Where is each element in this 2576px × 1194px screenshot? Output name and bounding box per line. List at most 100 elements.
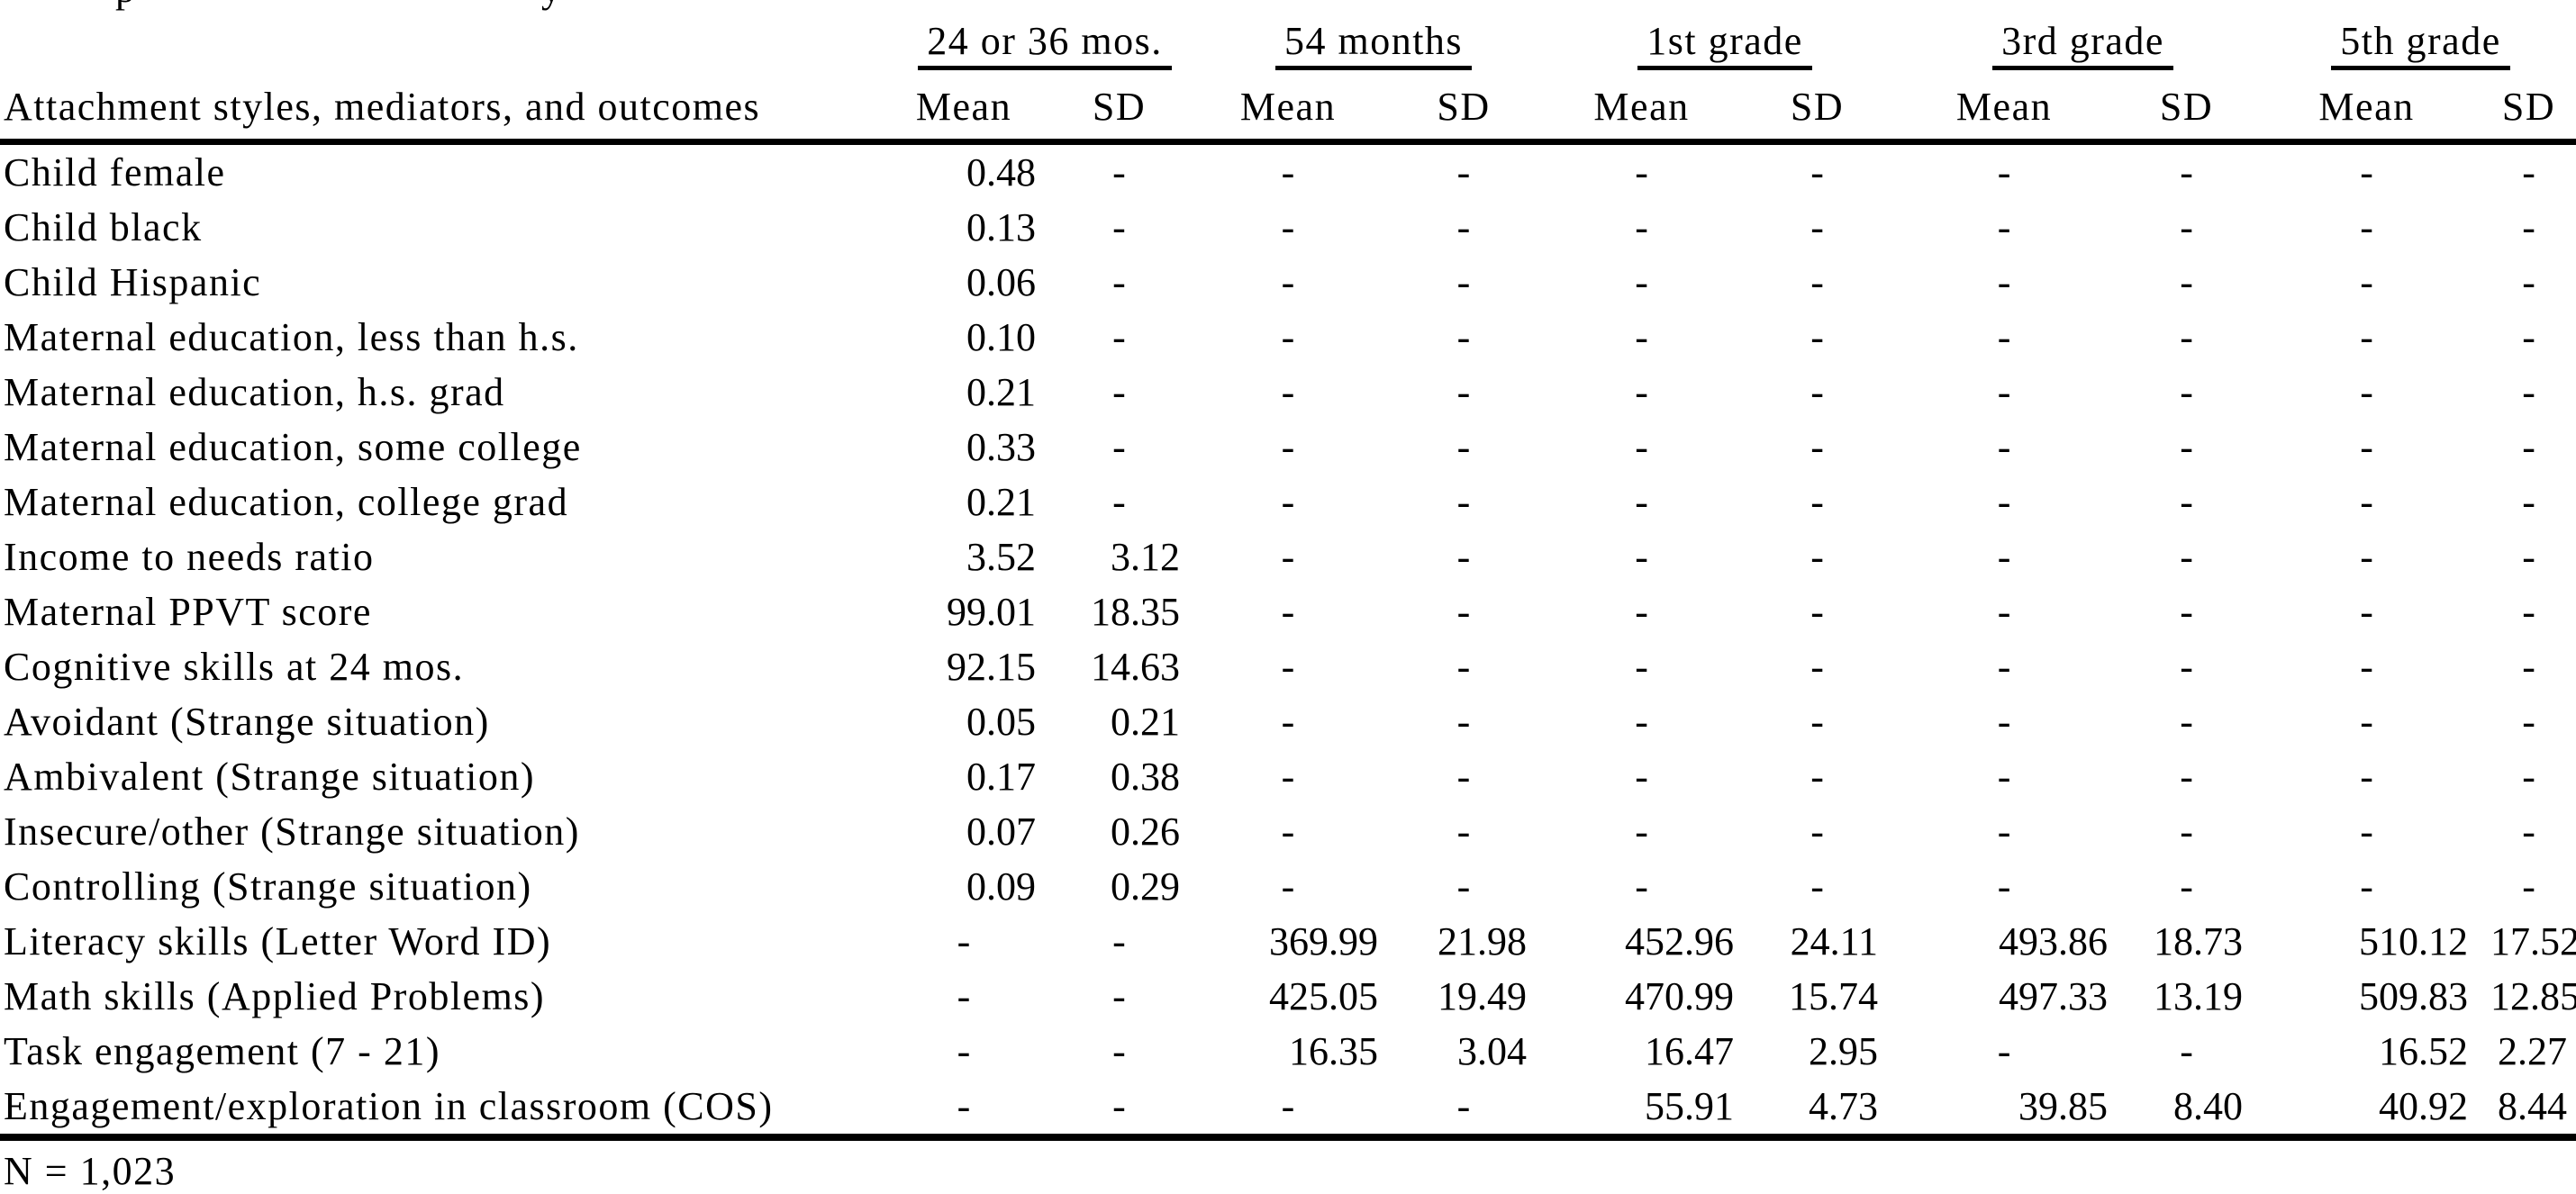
- column-group-24-36-mos: 24 or 36 mos.: [892, 14, 1198, 70]
- mean-cell: -: [2360, 864, 2373, 909]
- sd-cell: -: [1456, 700, 1471, 744]
- row-label: Maternal education, h.s. grad: [4, 370, 505, 414]
- mean-cell: 510.12: [2359, 919, 2469, 963]
- row-label: Engagement/exploration in classroom (COS…: [0, 1079, 892, 1141]
- table-row: Literacy skills (Letter Word ID) - - 369…: [0, 914, 2576, 969]
- table-row: Income to needs ratio 3.52 3.12 - - - - …: [0, 529, 2576, 584]
- sd-cell: -: [1810, 645, 1824, 689]
- sd-cell: -: [1810, 535, 1824, 579]
- mean-cell: -: [1997, 810, 2011, 854]
- mean-cell: 493.86: [1999, 919, 2109, 963]
- row-label: Maternal education, some college: [4, 425, 582, 469]
- sd-cell: -: [1456, 480, 1471, 524]
- sd-cell: -: [1810, 425, 1824, 469]
- sd-header: SD: [2501, 85, 2556, 129]
- mean-cell: 40.92: [2265, 1079, 2491, 1141]
- sd-cell: -: [1810, 590, 1824, 634]
- caption-fragment: p: [115, 0, 135, 9]
- sd-cell: -: [2180, 425, 2193, 469]
- mean-cell: 509.83: [2359, 974, 2469, 1018]
- sd-cell: 8.44: [2490, 1079, 2576, 1141]
- sd-cell: -: [1112, 370, 1126, 414]
- table-body: Child female 0.48 - - - - - - - - - Chil…: [0, 142, 2576, 1141]
- sd-header: SD: [2159, 85, 2214, 129]
- row-label: Task engagement (7 - 21): [4, 1029, 440, 1073]
- sd-cell: -: [1112, 480, 1126, 524]
- mean-cell: -: [1281, 590, 1295, 634]
- mean-cell: 92.15: [947, 645, 1036, 689]
- sd-cell: 3.04: [1457, 1029, 1528, 1073]
- mean-cell: -: [957, 974, 971, 1018]
- sd-cell: -: [1112, 425, 1126, 469]
- mean-cell: -: [1281, 700, 1295, 744]
- mean-cell: -: [1281, 755, 1295, 799]
- row-label: Controlling (Strange situation): [4, 864, 532, 909]
- mean-cell: -: [2360, 315, 2373, 359]
- sd-cell: -: [1456, 645, 1471, 689]
- mean-cell: -: [1997, 370, 2011, 414]
- mean-header: Mean: [915, 85, 1012, 129]
- mean-cell: -: [1997, 864, 2011, 909]
- mean-cell: -: [2360, 535, 2373, 579]
- sd-cell: -: [1456, 590, 1471, 634]
- table-row: Controlling (Strange situation) 0.09 0.2…: [0, 859, 2576, 914]
- row-label: Avoidant (Strange situation): [4, 700, 490, 744]
- mean-cell: -: [1997, 645, 2011, 689]
- mean-cell: -: [1281, 480, 1295, 524]
- sd-cell: -: [2180, 810, 2193, 854]
- sd-cell: -: [1401, 1079, 1550, 1141]
- row-label: Child Hispanic: [4, 260, 262, 304]
- column-group-label: 5th grade: [2331, 18, 2510, 70]
- sd-cell: 0.26: [1111, 810, 1180, 854]
- sd-cell: -: [1456, 205, 1471, 249]
- column-group-5th-grade: 5th grade: [2265, 14, 2576, 70]
- sd-cell: -: [1112, 315, 1126, 359]
- sd-cell: -: [2180, 205, 2193, 249]
- mean-cell: -: [1281, 315, 1295, 359]
- mean-cell: -: [1635, 590, 1648, 634]
- mean-cell: -: [2360, 260, 2373, 304]
- mean-cell: 0.17: [966, 755, 1036, 799]
- mean-cell: 16.52: [2379, 1029, 2469, 1073]
- mean-cell: -: [2360, 370, 2373, 414]
- sd-cell: -: [1456, 755, 1471, 799]
- mean-cell: 39.85: [1900, 1079, 2131, 1141]
- mean-cell: -: [1997, 700, 2011, 744]
- column-group-label: 3rd grade: [1992, 18, 2173, 70]
- mean-cell: -: [1635, 864, 1648, 909]
- sd-cell: 3.12: [1111, 535, 1180, 579]
- mean-cell: -: [1635, 810, 1648, 854]
- row-label: Insecure/other (Strange situation): [4, 810, 580, 854]
- row-label: Literacy skills (Letter Word ID): [4, 919, 552, 963]
- mean-cell: -: [1997, 425, 2011, 469]
- sd-cell: -: [2522, 205, 2535, 249]
- mean-cell: -: [1997, 480, 2011, 524]
- mean-cell: 497.33: [1999, 974, 2109, 1018]
- mean-cell: -: [1635, 535, 1648, 579]
- sd-header: SD: [1437, 85, 1491, 129]
- sd-cell: -: [2522, 315, 2535, 359]
- sd-cell: 18.35: [1091, 590, 1180, 634]
- sd-cell: -: [2522, 645, 2535, 689]
- sd-cell: -: [1456, 150, 1471, 194]
- mean-cell: -: [1635, 315, 1648, 359]
- descriptive-statistics-table: 24 or 36 mos. 54 months 1st grade 3rd gr…: [0, 14, 2576, 1141]
- mean-cell: -: [2360, 810, 2373, 854]
- row-label: Maternal education, less than h.s.: [4, 315, 579, 359]
- mean-cell: 0.33: [966, 425, 1036, 469]
- mean-header: Mean: [1955, 85, 2053, 129]
- sd-cell: -: [2522, 150, 2535, 194]
- column-group-3rd-grade: 3rd grade: [1900, 14, 2265, 70]
- sd-cell: -: [1058, 1079, 1198, 1141]
- mean-cell: 0.13: [966, 205, 1036, 249]
- mean-cell: -: [1997, 150, 2011, 194]
- sd-cell: -: [1112, 205, 1126, 249]
- table-row: Maternal education, h.s. grad 0.21 - - -…: [0, 365, 2576, 420]
- mean-cell: 470.99: [1625, 974, 1735, 1018]
- sd-cell: 17.52: [2490, 919, 2576, 963]
- mean-cell: -: [957, 919, 971, 963]
- sd-cell: -: [1810, 864, 1824, 909]
- mean-cell: 99.01: [947, 590, 1036, 634]
- mean-cell: -: [1635, 205, 1648, 249]
